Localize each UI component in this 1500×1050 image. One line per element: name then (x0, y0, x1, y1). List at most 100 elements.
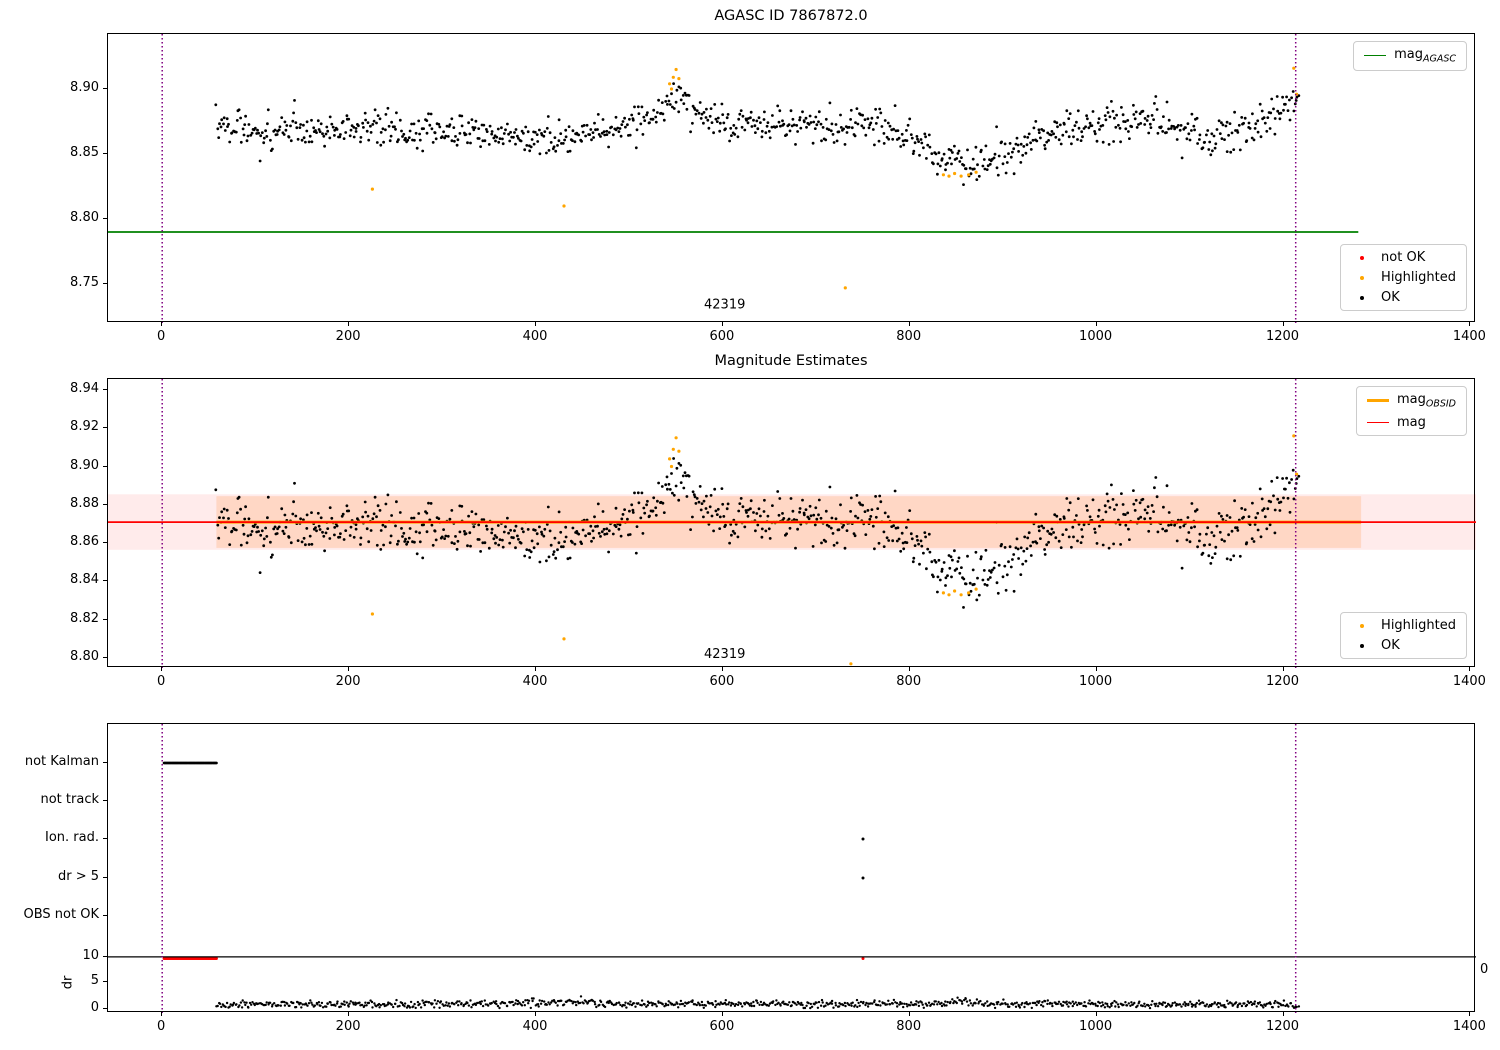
y-ticklabel: dr > 5 (57, 869, 99, 884)
y-tickmark (103, 542, 107, 544)
x-tickmark (908, 1012, 910, 1016)
x-ticklabel: 800 (896, 329, 922, 344)
y-ticklabel: 10 (82, 947, 99, 963)
x-ticklabel: 0 (157, 329, 166, 344)
highlighted-dot-swatch (1351, 275, 1373, 280)
y-ticklabel: 8.82 (70, 610, 99, 626)
y-ticklabel: 8.88 (70, 495, 99, 511)
legend-item: magOBSID (1366, 392, 1456, 410)
legend-item: Highlighted (1351, 618, 1456, 633)
y-tickmark (103, 153, 107, 154)
legend-item: mag (1366, 414, 1456, 430)
legend-label: Highlighted (1381, 270, 1456, 285)
dr-gt5-flag (861, 876, 865, 880)
y-tickmark (103, 762, 107, 763)
x-tickmark (908, 322, 910, 326)
x-tickmark (348, 667, 350, 671)
x-ticklabel: 400 (522, 329, 548, 344)
x-tickmark (1095, 667, 1097, 671)
y-ticklabel: 8.92 (70, 419, 99, 435)
magobsid-line-swatch (1366, 399, 1389, 403)
flags-ylabel: dr (60, 975, 76, 990)
legend-label: mag (1396, 414, 1426, 430)
ok-points (214, 457, 1301, 609)
y-ticklabel: not Kalman (24, 754, 99, 769)
y-ticklabel: 8.80 (70, 649, 99, 664)
agasc-mag-annotation-0: 42319 (704, 298, 745, 313)
highlighted-points (370, 434, 1299, 666)
not-ok-dot-swatch (1351, 255, 1373, 260)
x-tickmark (1469, 1012, 1471, 1016)
highlighted-dot-icon (1360, 275, 1365, 280)
x-ticklabel: 600 (709, 674, 735, 689)
x-tickmark (1469, 322, 1471, 326)
x-ticklabel: 800 (896, 674, 922, 689)
x-tickmark (535, 1012, 536, 1016)
legend-item: OK (1351, 290, 1456, 305)
y-tickmark (103, 838, 107, 839)
y-tickmark (103, 503, 107, 505)
x-ticklabel: 1200 (1265, 674, 1300, 689)
x-ticklabel: 600 (709, 1019, 735, 1034)
x-tickmark (348, 1012, 350, 1016)
x-ticklabel: 400 (522, 674, 548, 689)
quality-legend: not OK Highlighted OK (1340, 244, 1467, 311)
points-legend: Highlighted OK (1340, 612, 1467, 659)
x-ticklabel: 200 (335, 329, 361, 344)
mag-estimates-axes: 42319 magOBSID mag Highlighted OK (107, 378, 1476, 668)
y-tickmark (103, 388, 107, 390)
x-tickmark (535, 322, 536, 326)
magagasc-line-swatch (1364, 55, 1387, 57)
ok-dot-swatch (1351, 643, 1373, 648)
highlighted-points (370, 66, 1299, 290)
flags-annotation-0: 0 (1480, 962, 1489, 978)
x-ticklabel: 0 (157, 1019, 166, 1034)
agasc-mag-plot-area: 42319 (108, 34, 1359, 323)
x-ticklabel: 1400 (1452, 329, 1486, 344)
legend-item: not OK (1351, 250, 1456, 265)
flags-plot-area (108, 724, 1476, 1013)
legend-label: Highlighted (1381, 618, 1456, 633)
legend-label: magAGASC (1394, 47, 1456, 65)
flags-axes (107, 723, 1476, 1013)
y-tickmark (103, 1008, 107, 1009)
y-ticklabel: 8.90 (70, 80, 99, 95)
y-tickmark (103, 465, 107, 467)
y-ticklabel: 8.75 (70, 275, 99, 290)
highlighted-dot-icon (1360, 623, 1365, 628)
x-ticklabel: 0 (157, 674, 166, 689)
y-tickmark (103, 427, 107, 429)
y-ticklabel: 8.90 (70, 457, 99, 473)
x-tickmark (1095, 1012, 1097, 1016)
y-tickmark (103, 800, 107, 802)
x-ticklabel: 1000 (1079, 1019, 1113, 1034)
x-ticklabel: 200 (335, 1019, 361, 1034)
y-ticklabel: 8.86 (70, 534, 99, 550)
x-tickmark (161, 322, 163, 326)
x-ticklabel: 400 (522, 1019, 548, 1034)
y-tickmark (103, 657, 107, 658)
mag-agasc-legend: magAGASC (1353, 41, 1467, 71)
x-tickmark (721, 667, 723, 671)
x-tickmark (161, 667, 163, 671)
mag-estimates-title: Magnitude Estimates (714, 353, 868, 369)
legend-label: magOBSID (1396, 392, 1456, 410)
x-ticklabel: 800 (896, 1019, 922, 1034)
x-tickmark (721, 1012, 723, 1016)
x-tickmark (908, 667, 910, 671)
x-ticklabel: 1400 (1452, 1019, 1486, 1034)
not-ok-dot-icon (1360, 255, 1365, 260)
x-tickmark (348, 322, 350, 326)
x-tickmark (1282, 1012, 1284, 1016)
y-ticklabel: 5 (90, 973, 99, 989)
legend-item: OK (1351, 638, 1456, 653)
x-ticklabel: 1000 (1079, 329, 1113, 344)
x-tickmark (1282, 667, 1284, 671)
dr-clipped-red (162, 957, 218, 960)
y-tickmark (103, 218, 107, 219)
y-ticklabel: 0 (90, 1000, 99, 1015)
legend-label: OK (1381, 638, 1400, 653)
x-tickmark (1469, 667, 1471, 671)
legend-item: Highlighted (1351, 270, 1456, 285)
